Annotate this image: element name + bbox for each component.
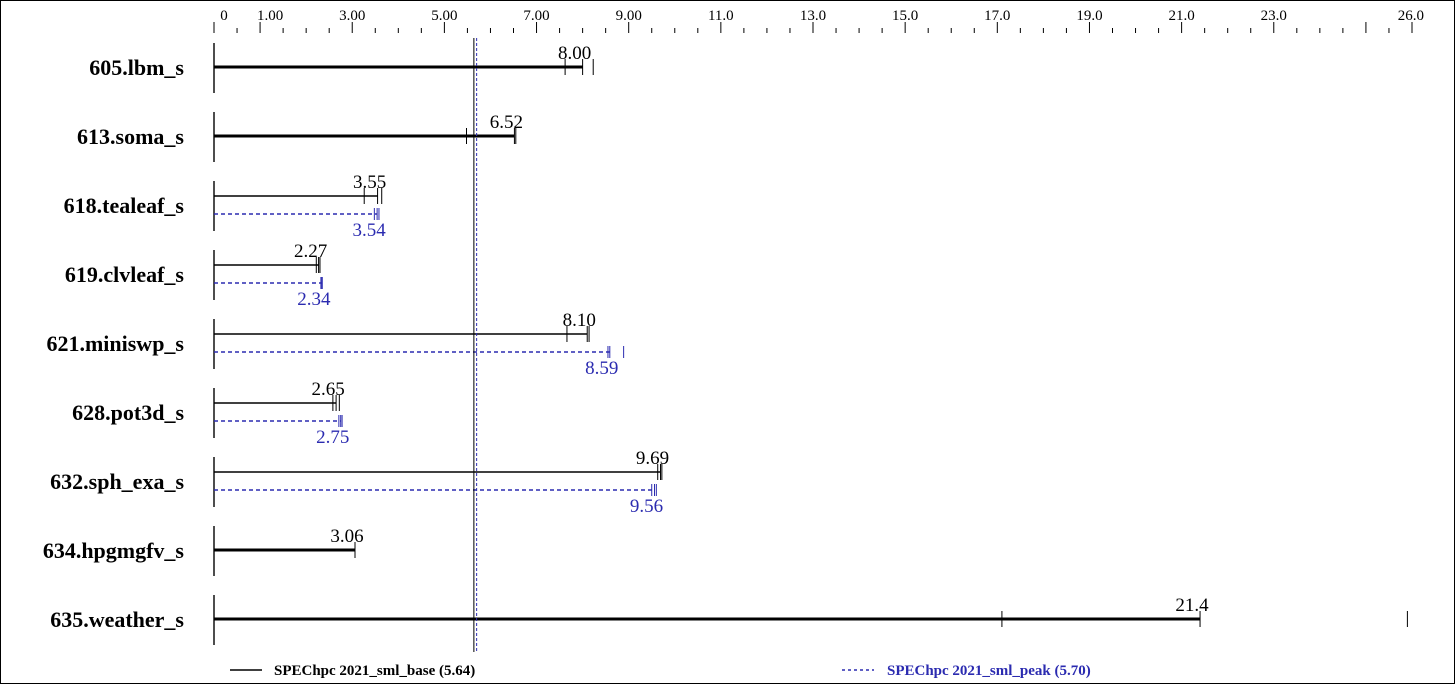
peak-value-label: 2.34 bbox=[297, 289, 331, 310]
category-label: 605.lbm_s bbox=[89, 55, 184, 80]
x-tick-label: 23.0 bbox=[1261, 8, 1287, 24]
x-tick-label: 17.0 bbox=[984, 8, 1010, 24]
x-tick-label: 21.0 bbox=[1168, 8, 1194, 24]
legend-peak-label: SPEChpc 2021_sml_peak (5.70) bbox=[887, 663, 1091, 679]
reference-lines bbox=[473, 38, 478, 652]
category-label: 621.miniswp_s bbox=[46, 331, 184, 356]
x-tick-label: 9.00 bbox=[616, 8, 642, 24]
x-tick-label: 11.0 bbox=[708, 8, 734, 24]
category-label: 632.sph_exa_s bbox=[50, 469, 184, 494]
legend: SPEChpc 2021_sml_base (5.64) SPEChpc 2021… bbox=[230, 663, 1091, 679]
base-value-label: 3.06 bbox=[330, 526, 363, 547]
peak-value-label: 9.56 bbox=[630, 496, 663, 517]
x-tick-label: 15.0 bbox=[892, 8, 918, 24]
base-value-label: 21.4 bbox=[1175, 595, 1209, 616]
legend-base-label: SPEChpc 2021_sml_base (5.64) bbox=[274, 663, 475, 679]
category-labels: 605.lbm_s 613.soma_s 618.tealeaf_s 619.clvl… bbox=[43, 55, 185, 632]
x-tick-label: 5.00 bbox=[431, 8, 457, 24]
peak-value-label: 3.54 bbox=[352, 220, 386, 241]
bars-layer: 8.00 6.52 3.55 3.54 2.27 2.34 8.10 8.59 2.65 2.75… bbox=[213, 43, 1408, 645]
x-tick-label: 13.0 bbox=[800, 8, 826, 24]
category-label: 619.clvleaf_s bbox=[65, 262, 185, 287]
base-value-label: 8.00 bbox=[558, 43, 591, 64]
x-tick-label: 0 bbox=[220, 8, 228, 24]
x-tick-label: 1.00 bbox=[257, 8, 283, 24]
peak-value-label: 2.75 bbox=[316, 427, 349, 448]
base-value-label: 2.65 bbox=[311, 379, 344, 400]
base-value-label: 3.55 bbox=[353, 172, 386, 193]
base-value-label: 9.69 bbox=[636, 448, 669, 469]
x-tick-label: 3.00 bbox=[339, 8, 365, 24]
x-axis: 0 1.00 3.00 5.00 7.00 9.00 11.0 13.0 15.0 17.0 19.… bbox=[213, 8, 1424, 33]
base-value-label: 2.27 bbox=[294, 241, 327, 262]
peak-value-label: 8.59 bbox=[585, 358, 618, 379]
x-tick-label: 7.00 bbox=[523, 8, 549, 24]
x-tick-label: 26.0 bbox=[1398, 8, 1424, 24]
base-value-label: 6.52 bbox=[490, 112, 523, 133]
category-label: 618.tealeaf_s bbox=[64, 193, 185, 218]
category-label: 635.weather_s bbox=[50, 607, 184, 632]
category-label: 634.hpgmgfv_s bbox=[43, 538, 185, 563]
x-tick-label: 19.0 bbox=[1076, 8, 1102, 24]
category-label: 613.soma_s bbox=[77, 124, 184, 149]
category-label: 628.pot3d_s bbox=[72, 400, 184, 425]
base-value-label: 8.10 bbox=[563, 310, 596, 331]
